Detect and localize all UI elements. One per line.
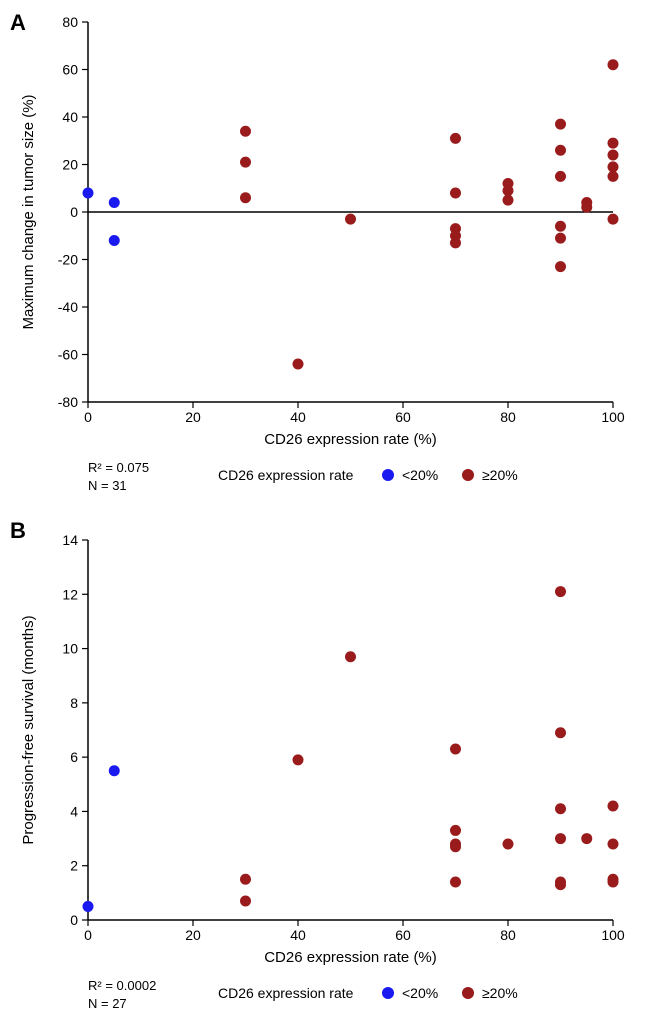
svg-text:60: 60 (395, 927, 411, 943)
svg-text:-40: -40 (58, 299, 78, 315)
data-point (109, 235, 120, 246)
data-point (555, 833, 566, 844)
data-point (240, 192, 251, 203)
r2-label: R² = 0.0002 (88, 978, 156, 993)
data-point (109, 765, 120, 776)
data-point (608, 214, 619, 225)
svg-text:0: 0 (70, 204, 78, 220)
data-point (503, 839, 514, 850)
svg-text:40: 40 (290, 927, 306, 943)
svg-text:Maximum change in tumor size (: Maximum change in tumor size (%) (20, 94, 37, 329)
svg-text:4: 4 (70, 803, 78, 819)
data-point (555, 145, 566, 156)
svg-text:80: 80 (500, 927, 516, 943)
svg-text:10: 10 (62, 641, 78, 657)
legend-title: CD26 expression rate (218, 467, 354, 483)
data-point (555, 261, 566, 272)
data-point (608, 161, 619, 172)
svg-text:Progression-free survival (mon: Progression-free survival (months) (20, 615, 37, 844)
svg-text:14: 14 (62, 532, 78, 548)
svg-text:CD26 expression rate (%): CD26 expression rate (%) (264, 431, 437, 448)
svg-text:-20: -20 (58, 252, 78, 268)
svg-text:40: 40 (62, 109, 78, 125)
svg-text:40: 40 (290, 409, 306, 425)
data-point (503, 185, 514, 196)
legend-item-label: ≥20% (482, 467, 518, 483)
svg-text:-60: -60 (58, 347, 78, 363)
svg-text:80: 80 (62, 14, 78, 30)
data-point (581, 833, 592, 844)
svg-text:20: 20 (185, 409, 201, 425)
data-point (608, 801, 619, 812)
svg-text:8: 8 (70, 695, 78, 711)
data-point (555, 221, 566, 232)
data-point (581, 202, 592, 213)
svg-text:20: 20 (185, 927, 201, 943)
data-point (555, 119, 566, 130)
svg-text:2: 2 (70, 858, 78, 874)
data-point (503, 195, 514, 206)
data-point (450, 841, 461, 852)
svg-text:-80: -80 (58, 394, 78, 410)
legend-item-label: <20% (402, 467, 438, 483)
data-point (608, 171, 619, 182)
svg-text:0: 0 (84, 927, 92, 943)
data-point (450, 744, 461, 755)
svg-text:6: 6 (70, 749, 78, 765)
legend-item-label: ≥20% (482, 985, 518, 1001)
data-point (293, 754, 304, 765)
data-point (608, 877, 619, 888)
legend-title: CD26 expression rate (218, 985, 354, 1001)
data-point (450, 825, 461, 836)
svg-text:0: 0 (84, 409, 92, 425)
n-label: N = 31 (88, 478, 127, 493)
svg-text:60: 60 (395, 409, 411, 425)
svg-text:80: 80 (500, 409, 516, 425)
data-point (345, 651, 356, 662)
panel-b-chart: 0 20 40 60 80 100 0 2 4 6 8 10 12 14 CD26 expression r… (0, 512, 651, 1032)
data-point (450, 133, 461, 144)
svg-text:20: 20 (62, 157, 78, 173)
svg-text:0: 0 (70, 912, 78, 928)
data-point (83, 188, 94, 199)
legend-swatch (462, 469, 474, 481)
data-point (109, 197, 120, 208)
svg-text:100: 100 (601, 409, 625, 425)
svg-text:12: 12 (62, 586, 78, 602)
svg-text:CD26 expression rate (%): CD26 expression rate (%) (264, 949, 437, 966)
n-label: N = 27 (88, 996, 127, 1011)
data-point (240, 157, 251, 168)
legend-swatch (382, 469, 394, 481)
data-point (555, 879, 566, 890)
data-point (240, 126, 251, 137)
data-point (293, 359, 304, 370)
r2-label: R² = 0.075 (88, 460, 149, 475)
data-point (608, 59, 619, 70)
data-point (240, 874, 251, 885)
data-point (450, 188, 461, 199)
data-point (608, 150, 619, 161)
svg-text:100: 100 (601, 927, 625, 943)
data-point (555, 171, 566, 182)
legend-swatch (462, 987, 474, 999)
figure-container: A 020406080100-80-60-40-20020406080CD26 … (0, 0, 651, 1032)
data-point (555, 803, 566, 814)
data-point (608, 138, 619, 149)
data-point (345, 214, 356, 225)
data-point (240, 896, 251, 907)
data-point (450, 877, 461, 888)
data-point (555, 233, 566, 244)
data-point (450, 237, 461, 248)
legend-swatch (382, 987, 394, 999)
data-point (608, 839, 619, 850)
svg-text:60: 60 (62, 62, 78, 78)
data-point (555, 586, 566, 597)
data-point (555, 727, 566, 738)
panel-a-chart: 0 20 40 60 80 100 -80 -60 -40 -20 0 20 40 60 80 CD26 ex… (0, 0, 651, 500)
legend-item-label: <20% (402, 985, 438, 1001)
data-point (83, 901, 94, 912)
